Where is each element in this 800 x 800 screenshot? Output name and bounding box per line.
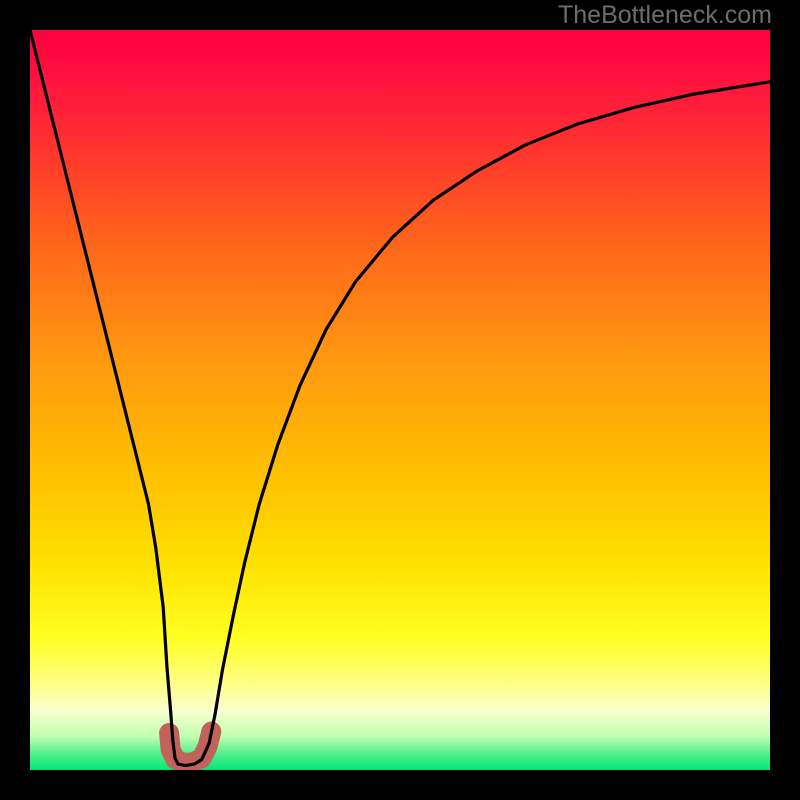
chart-frame: TheBottleneck.com (0, 0, 800, 800)
watermark-text: TheBottleneck.com (558, 1, 772, 30)
gradient-background (30, 30, 770, 770)
plot-svg (30, 30, 770, 770)
plot-area (30, 30, 770, 770)
